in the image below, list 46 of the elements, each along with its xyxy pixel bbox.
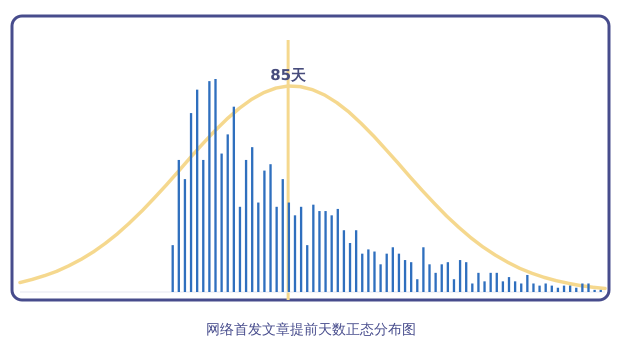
bar	[379, 264, 382, 292]
bar	[312, 204, 314, 292]
bar	[514, 281, 516, 292]
bar	[556, 288, 560, 292]
bar	[496, 272, 498, 292]
bar	[220, 154, 223, 292]
bar	[386, 254, 388, 292]
bar	[446, 262, 450, 292]
bar	[202, 160, 204, 292]
bar	[440, 264, 443, 292]
text: 网络首发文章提前天数正态分布图	[206, 322, 416, 338]
bar	[196, 90, 198, 292]
bar	[226, 134, 229, 292]
bar	[526, 274, 529, 292]
bar	[544, 283, 547, 292]
bar	[502, 281, 504, 292]
bar	[251, 147, 254, 292]
bar	[392, 247, 394, 292]
bar	[410, 262, 412, 292]
bar	[172, 245, 174, 292]
bar	[330, 215, 333, 292]
bar	[178, 160, 180, 292]
bar	[581, 283, 584, 292]
bar	[208, 81, 211, 292]
bar	[257, 202, 260, 292]
bar	[282, 179, 284, 292]
bar	[422, 247, 425, 292]
bar	[354, 230, 358, 292]
bar	[489, 272, 492, 292]
bar	[550, 286, 553, 292]
bar	[434, 272, 437, 292]
bar	[520, 283, 522, 292]
bar	[300, 206, 302, 292]
bar	[471, 283, 474, 292]
bar	[568, 286, 572, 292]
bar	[275, 206, 278, 292]
bar	[465, 262, 468, 292]
bar	[288, 202, 290, 292]
bar	[306, 245, 308, 292]
bar	[575, 288, 578, 292]
bar	[342, 230, 346, 292]
bar	[361, 254, 364, 292]
bar	[336, 208, 339, 292]
bar	[232, 106, 236, 292]
bar	[367, 249, 370, 292]
bar	[416, 279, 418, 292]
